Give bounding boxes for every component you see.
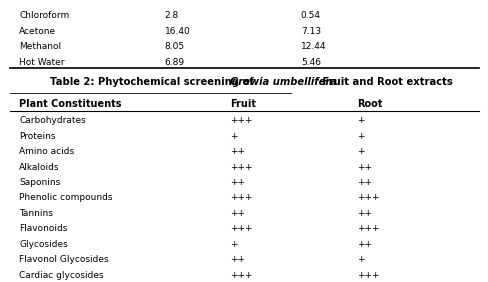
Text: Alkaloids: Alkaloids	[19, 163, 60, 171]
Text: 5.46: 5.46	[300, 58, 320, 67]
Text: +++: +++	[230, 163, 252, 171]
Text: +: +	[356, 132, 364, 141]
Text: ++: ++	[356, 240, 371, 249]
Text: ++: ++	[356, 163, 371, 171]
Text: +: +	[356, 147, 364, 156]
Text: +: +	[356, 116, 364, 125]
Text: ++: ++	[230, 209, 245, 218]
Text: ++: ++	[356, 178, 371, 187]
Text: Table 2: Phytochemical screening of: Table 2: Phytochemical screening of	[50, 77, 257, 87]
Text: Fruit: Fruit	[230, 99, 256, 109]
Text: Cardiac glycosides: Cardiac glycosides	[19, 271, 103, 279]
Text: Carbohydrates: Carbohydrates	[19, 116, 86, 125]
Text: Amino acids: Amino acids	[19, 147, 74, 156]
Text: 6.89: 6.89	[164, 58, 184, 67]
Text: Chloroform: Chloroform	[19, 11, 69, 20]
Text: Root: Root	[356, 99, 382, 109]
Text: Methanol: Methanol	[19, 42, 61, 51]
Text: Saponins: Saponins	[19, 178, 61, 187]
Text: Flavonoids: Flavonoids	[19, 224, 67, 233]
Text: Glycosides: Glycosides	[19, 240, 68, 249]
Text: +++: +++	[230, 116, 252, 125]
Text: ++: ++	[230, 255, 245, 264]
Text: +: +	[356, 255, 364, 264]
Text: 8.05: 8.05	[164, 42, 184, 51]
Text: +++: +++	[230, 271, 252, 279]
Text: ++: ++	[230, 178, 245, 187]
Text: Grewia umbellifera: Grewia umbellifera	[229, 77, 336, 87]
Text: Flavonol Glycosides: Flavonol Glycosides	[19, 255, 108, 264]
Text: Tannins: Tannins	[19, 209, 53, 218]
Text: Plant Constituents: Plant Constituents	[19, 99, 122, 109]
Text: 12.44: 12.44	[300, 42, 325, 51]
Text: +++: +++	[356, 193, 379, 202]
Text: +++: +++	[230, 224, 252, 233]
Text: +: +	[230, 132, 238, 141]
Text: 7.13: 7.13	[300, 27, 320, 36]
Text: Acetone: Acetone	[19, 27, 56, 36]
Text: 16.40: 16.40	[164, 27, 190, 36]
Text: Phenolic compounds: Phenolic compounds	[19, 193, 112, 202]
Text: Hot Water: Hot Water	[19, 58, 64, 67]
Text: +++: +++	[356, 271, 379, 279]
Text: 0.54: 0.54	[300, 11, 320, 20]
Text: ++: ++	[356, 209, 371, 218]
Text: +: +	[230, 240, 238, 249]
Text: +++: +++	[230, 193, 252, 202]
Text: ++: ++	[230, 147, 245, 156]
Text: 2.8: 2.8	[164, 11, 179, 20]
Text: Fruit and Root extracts: Fruit and Root extracts	[319, 77, 452, 87]
Text: Table 2: Phytochemical screening of Grewia umbellifera Fruit and Root extracts: Table 2: Phytochemical screening of Grew…	[20, 77, 468, 87]
Text: Proteins: Proteins	[19, 132, 56, 141]
Text: +++: +++	[356, 224, 379, 233]
